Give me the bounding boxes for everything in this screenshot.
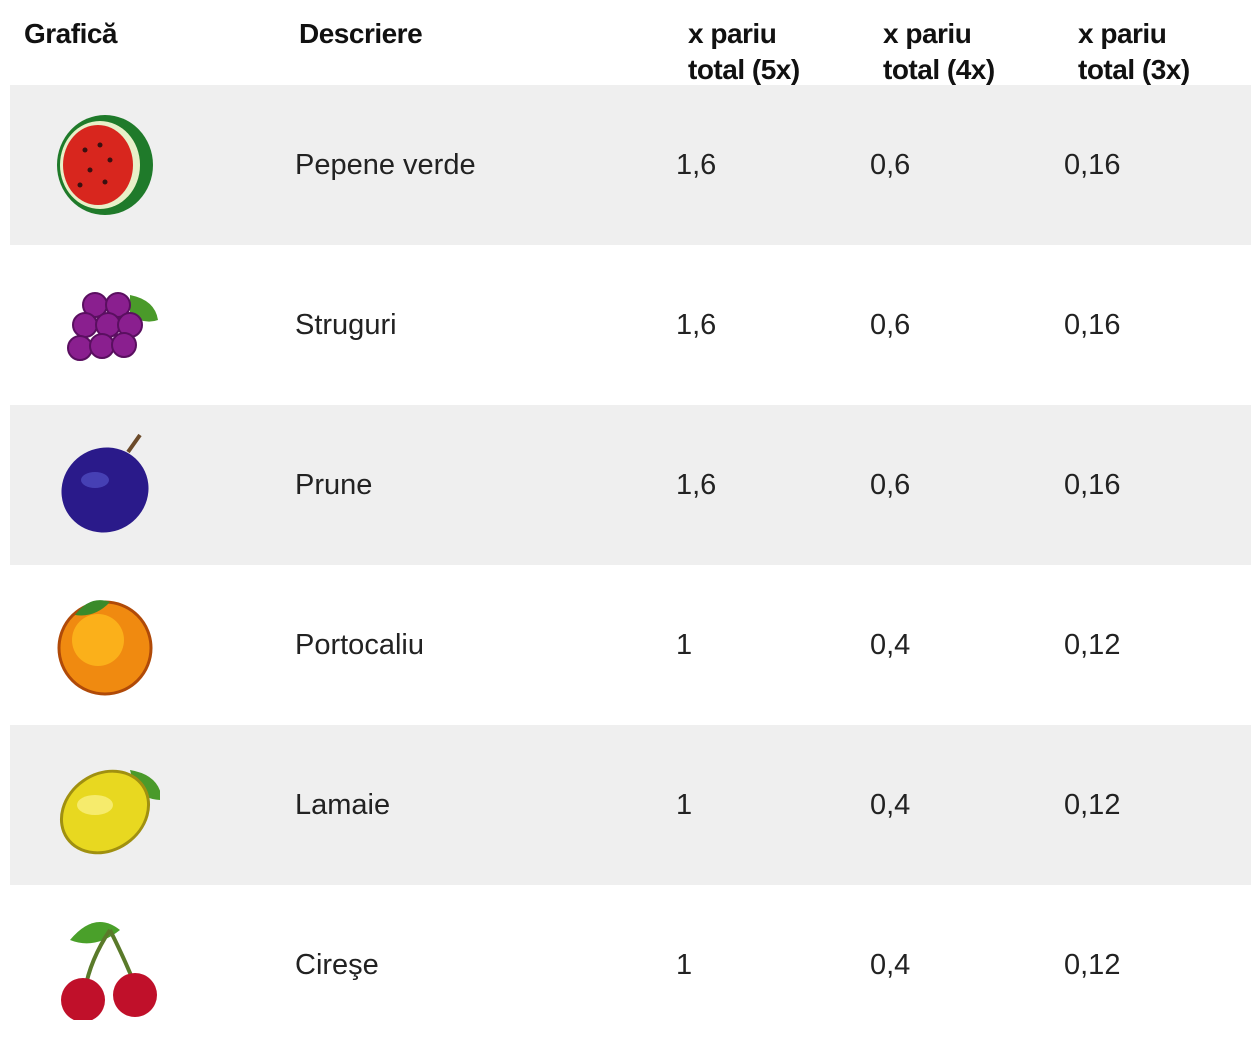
payout-value: 0,4 bbox=[870, 629, 911, 661]
header-cell: Grafică bbox=[24, 18, 118, 49]
paytable-page: Grafică Descriere x pariu total (5x) x pari… bbox=[10, 18, 1251, 1020]
payout-value: 0,12 bbox=[1064, 629, 1121, 661]
symbol-name: Cireşe bbox=[295, 949, 379, 981]
symbol-name: Pepene verde bbox=[295, 149, 476, 181]
payout-value: 0,6 bbox=[870, 149, 911, 181]
symbol-name: Prune bbox=[295, 469, 373, 501]
symbol-icon bbox=[59, 769, 160, 855]
payout-value: 1 bbox=[676, 949, 693, 981]
table-row: Prune 1,6 0,6 0,16 bbox=[10, 405, 1251, 565]
payout-value: 1 bbox=[676, 629, 693, 661]
symbol-name: Portocaliu bbox=[295, 629, 424, 661]
table-row: Struguri 1,6 0,6 0,16 bbox=[10, 245, 1251, 405]
payout-value: 0,12 bbox=[1064, 949, 1121, 981]
table-row: Lamaie 1 0,4 0,12 bbox=[10, 725, 1251, 885]
header-cell: x pariu total (3x) bbox=[1078, 18, 1190, 85]
symbol-icon bbox=[61, 433, 149, 533]
payout-value: 1,6 bbox=[676, 149, 717, 181]
payout-value: 0,6 bbox=[870, 309, 911, 341]
payout-value: 0,4 bbox=[870, 949, 911, 981]
payout-value: 1 bbox=[676, 789, 693, 821]
header-cell: x pariu total (4x) bbox=[883, 18, 995, 85]
table-row: Pepene verde 1,6 0,6 0,16 bbox=[10, 85, 1251, 245]
payout-value: 1,6 bbox=[676, 469, 717, 501]
symbol-icon bbox=[57, 115, 153, 215]
payout-value: 0,16 bbox=[1064, 149, 1121, 181]
symbol-icon bbox=[57, 600, 153, 696]
symbol-name: Lamaie bbox=[295, 789, 391, 821]
payout-value: 0,12 bbox=[1064, 789, 1121, 821]
payout-value: 0,4 bbox=[870, 789, 911, 821]
payout-value: 0,6 bbox=[870, 469, 911, 501]
payout-value: 0,16 bbox=[1064, 309, 1121, 341]
payout-value: 0,16 bbox=[1064, 469, 1121, 501]
symbol-name: Struguri bbox=[295, 309, 397, 341]
payout-value: 1,6 bbox=[676, 309, 717, 341]
symbol-icon bbox=[67, 292, 158, 361]
table-row: Portocaliu 1 0,4 0,12 bbox=[10, 565, 1251, 725]
header-cell: Descriere bbox=[299, 18, 423, 49]
symbol-icon bbox=[61, 922, 157, 1020]
table-row: Cireşe 1 0,4 0,12 bbox=[10, 885, 1251, 1045]
header-cell: x pariu total (5x) bbox=[688, 18, 800, 85]
